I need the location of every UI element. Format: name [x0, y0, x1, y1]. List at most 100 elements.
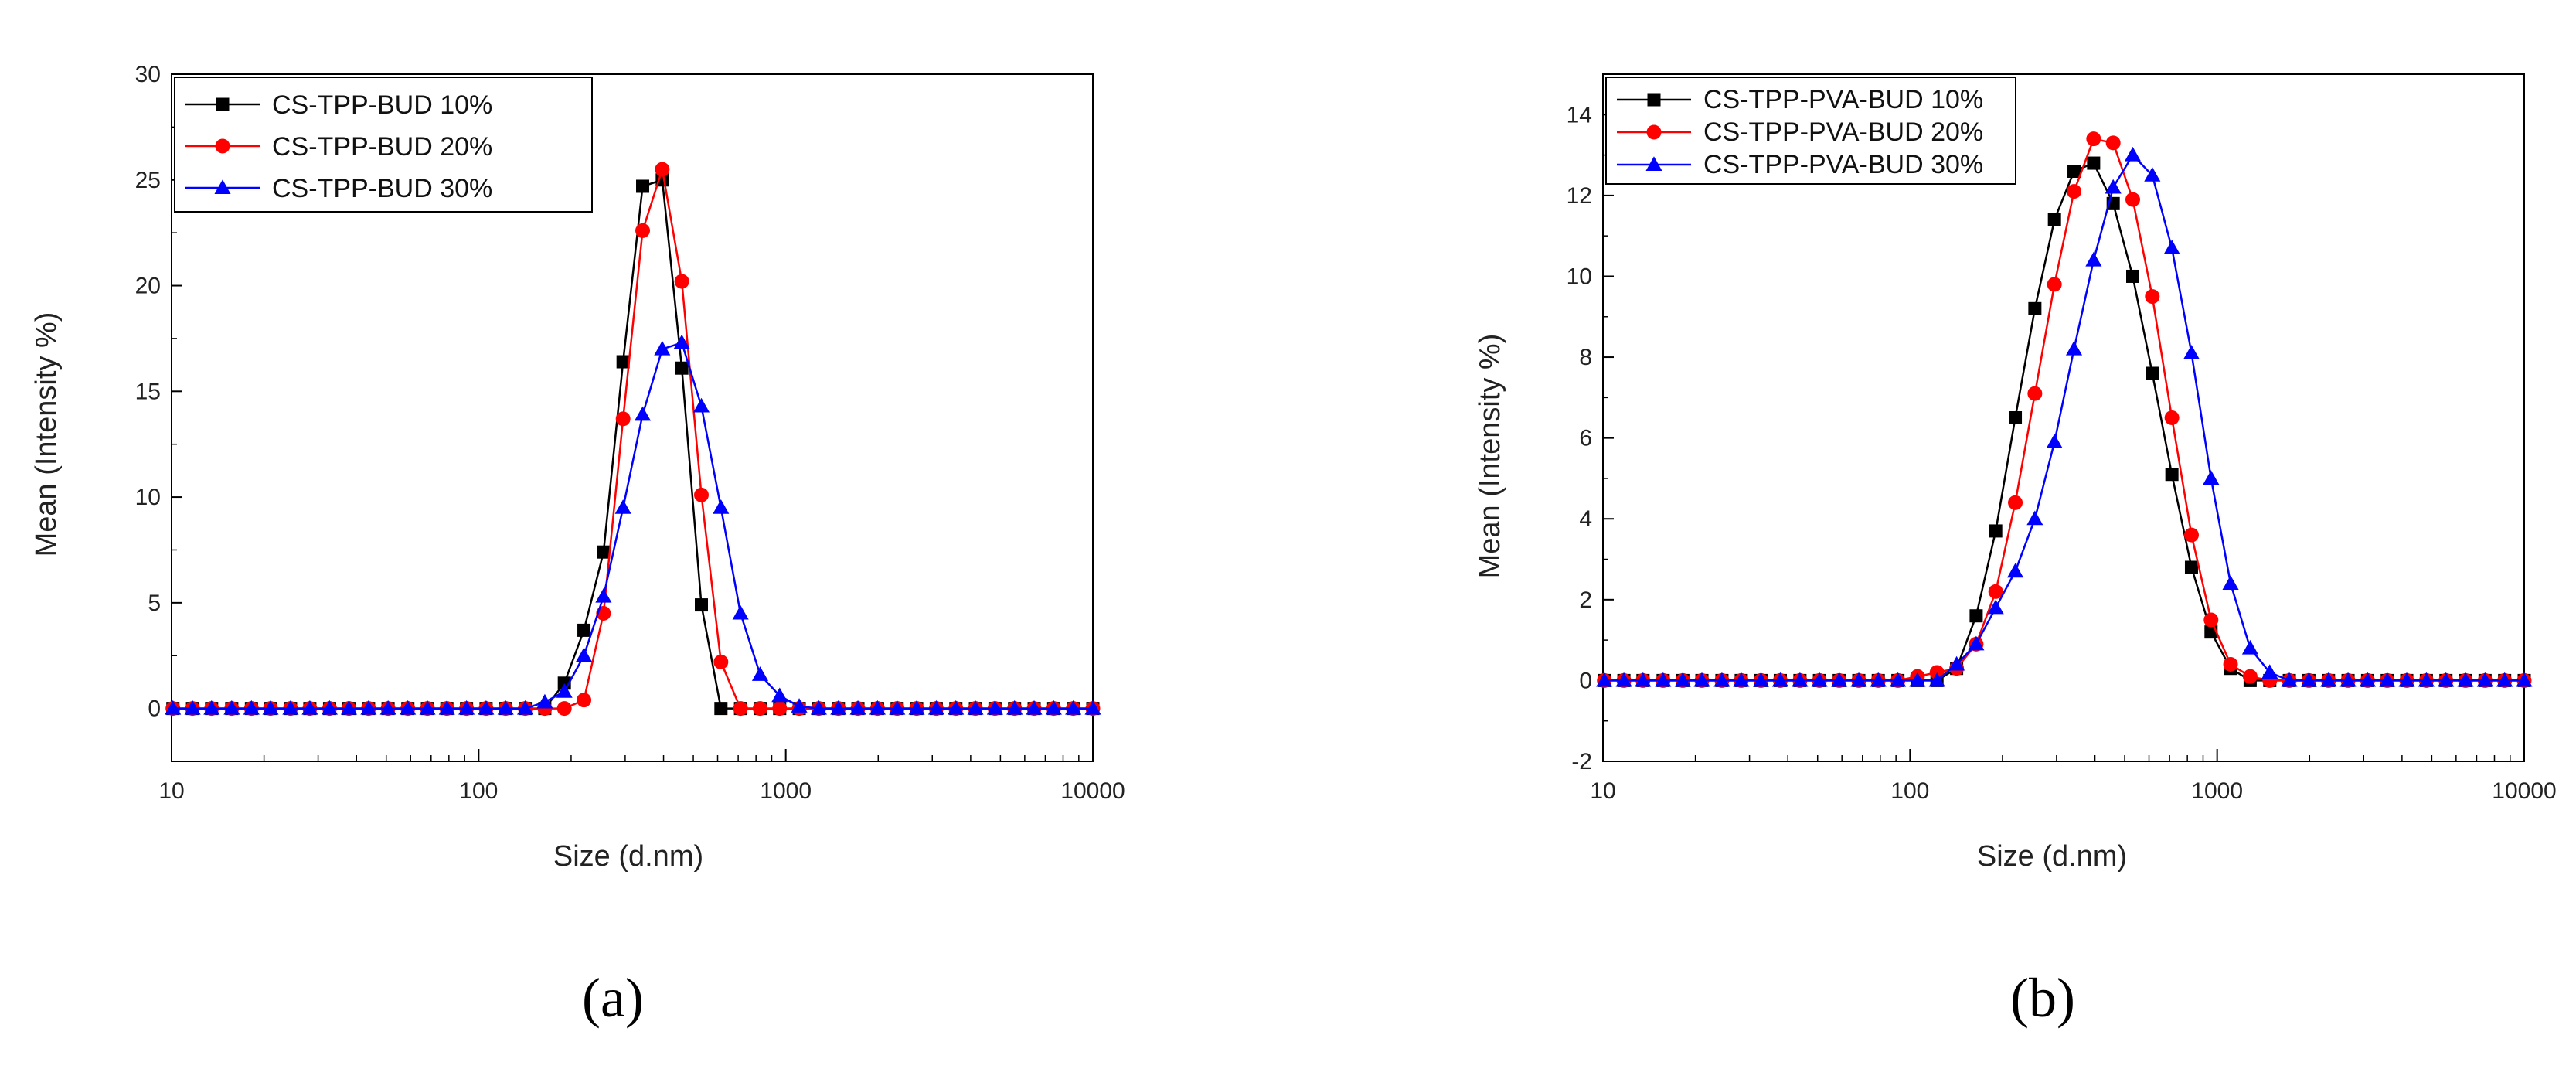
- data-point-1: [675, 361, 689, 375]
- data-point-3: [2457, 672, 2474, 687]
- data-point-1: [1989, 524, 2003, 538]
- data-point-3: [1850, 672, 1867, 687]
- y-tick-label: 12: [1567, 183, 1592, 209]
- data-point-2: [1988, 584, 2003, 599]
- data-point-3: [869, 700, 886, 715]
- data-point-1: [714, 702, 728, 716]
- data-point-3: [927, 700, 944, 715]
- data-point-3: [2476, 672, 2493, 687]
- y-axis-title-b: Mean (Intensity %): [1474, 334, 1506, 579]
- data-point-3: [1870, 672, 1887, 687]
- x-axis-title-a: Size (d.nm): [553, 840, 703, 873]
- data-point-3: [614, 499, 631, 514]
- data-point-3: [497, 700, 514, 715]
- panel-label-b: (b): [2010, 967, 2075, 1029]
- y-tick-label: 10: [135, 485, 161, 510]
- data-point-3: [1792, 672, 1809, 687]
- data-point-3: [419, 700, 436, 715]
- data-point-3: [262, 700, 279, 715]
- data-point-3: [2144, 167, 2161, 182]
- data-point-3: [1596, 672, 1613, 687]
- legend-box: [1605, 77, 2016, 185]
- data-point-3: [2105, 179, 2122, 194]
- legend-marker-1: [216, 97, 230, 111]
- y-tick-label: 0: [148, 696, 161, 722]
- data-point-1: [2126, 269, 2140, 283]
- data-point-2: [2203, 612, 2219, 628]
- data-point-2: [2105, 135, 2121, 151]
- data-point-3: [438, 700, 455, 715]
- data-point-3: [2007, 563, 2024, 578]
- data-point-2: [2008, 495, 2023, 510]
- series-line-2: [1604, 138, 2524, 682]
- y-axis-title-a: Mean (Intensity %): [30, 312, 63, 557]
- legend-label-2: CS-TPP-BUD 20%: [272, 132, 492, 162]
- data-point-2: [2027, 386, 2043, 401]
- data-point-3: [2281, 672, 2298, 687]
- data-point-3: [2124, 146, 2142, 162]
- data-point-3: [713, 499, 730, 514]
- data-point-3: [1065, 700, 1082, 715]
- data-point-3: [791, 698, 808, 713]
- data-point-3: [1987, 599, 2004, 615]
- legend-marker-2: [215, 138, 230, 154]
- data-point-3: [692, 397, 710, 413]
- data-point-3: [536, 693, 553, 709]
- data-point-3: [1928, 672, 1945, 687]
- data-point-3: [2241, 639, 2258, 655]
- data-point-2: [2145, 289, 2160, 305]
- legend-label-1: CS-TPP-PVA-BUD 10%: [1703, 85, 1983, 114]
- data-point-3: [889, 700, 906, 715]
- data-point-3: [2379, 672, 2396, 687]
- data-point-3: [1693, 672, 1710, 687]
- data-point-2: [655, 162, 670, 177]
- y-tick-label: 15: [135, 379, 161, 404]
- data-point-3: [2026, 510, 2043, 526]
- x-tick-label: 1000: [2191, 778, 2243, 804]
- y-tick-label: 10: [1567, 264, 1592, 289]
- y-tick-label: 4: [1579, 506, 1592, 532]
- data-point-3: [2261, 664, 2278, 679]
- chart-panel-a: 10 100 1000 10000 0 5 10 15 20 25 30 CS-TPP-BUD 10%…: [30, 62, 1125, 1029]
- data-point-3: [2398, 672, 2415, 687]
- data-point-2: [733, 701, 748, 717]
- data-point-3: [1655, 672, 1672, 687]
- data-point-2: [2086, 131, 2101, 147]
- data-point-2: [635, 223, 651, 238]
- data-point-3: [1635, 672, 1652, 687]
- x-tick-label: 1000: [760, 778, 812, 804]
- data-point-3: [1811, 672, 1828, 687]
- y-tick-label: 6: [1579, 426, 1592, 451]
- data-point-2: [694, 487, 710, 502]
- data-point-3: [340, 700, 357, 715]
- y-tick-label: -2: [1571, 749, 1592, 775]
- plot-area-a: 10 100 1000 10000 0 5 10 15 20 25 30 CS-TPP-BUD 10%…: [135, 62, 1125, 804]
- data-point-3: [771, 687, 788, 703]
- data-point-3: [203, 700, 220, 715]
- x-axis-title-b: Size (d.nm): [1977, 840, 2127, 873]
- legend-label-1: CS-TPP-BUD 10%: [272, 90, 492, 120]
- data-point-3: [458, 700, 475, 715]
- x-tick-label: 10000: [2492, 778, 2556, 804]
- y-tick-label: 8: [1579, 345, 1592, 370]
- data-point-3: [751, 666, 769, 681]
- data-point-3: [1713, 672, 1730, 687]
- data-point-3: [165, 700, 182, 715]
- data-point-1: [636, 179, 650, 193]
- data-point-3: [595, 587, 612, 603]
- data-point-3: [1026, 700, 1043, 715]
- legend-label-3: CS-TPP-BUD 30%: [272, 174, 492, 203]
- data-point-3: [282, 700, 299, 715]
- y-tick-label: 2: [1579, 587, 1592, 613]
- data-point-3: [849, 700, 866, 715]
- legend-label-2: CS-TPP-PVA-BUD 20%: [1703, 117, 1983, 147]
- data-point-3: [1890, 672, 1907, 687]
- y-tick-label: 14: [1567, 102, 1592, 128]
- legend-marker-3: [1645, 156, 1662, 172]
- data-point-3: [2203, 470, 2220, 485]
- data-point-3: [223, 700, 240, 715]
- x-tick-label: 10: [158, 778, 184, 804]
- data-point-3: [1084, 700, 1101, 715]
- data-point-3: [1771, 672, 1788, 687]
